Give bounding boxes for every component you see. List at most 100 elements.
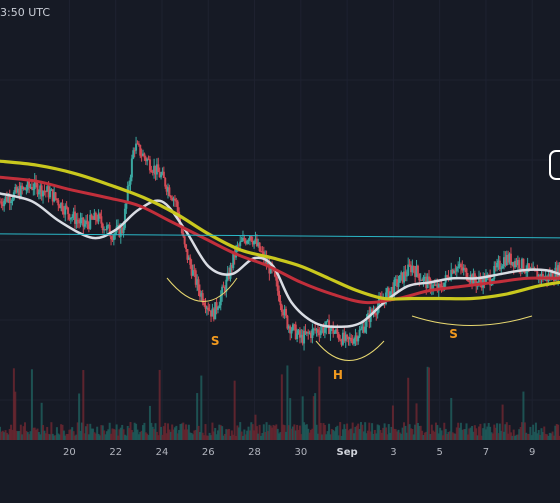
volume-bar — [73, 435, 76, 440]
candle-body — [98, 213, 101, 217]
candle-body — [142, 153, 145, 156]
candle-body — [439, 284, 442, 286]
volume-bar — [318, 366, 321, 440]
volume-bar — [261, 432, 264, 440]
candle-body — [112, 235, 115, 241]
volume-bar — [93, 432, 96, 440]
candle-body — [226, 272, 229, 280]
candle-body — [8, 196, 11, 204]
volume-bar — [300, 434, 303, 440]
volume-bar — [285, 431, 288, 440]
candle-body — [300, 334, 303, 338]
volume-bar — [32, 427, 35, 440]
volume-bar — [130, 430, 133, 440]
volume-bar — [185, 424, 188, 440]
candle-body — [443, 282, 446, 290]
candle-body — [248, 236, 251, 241]
candle-body — [523, 271, 526, 273]
volume-bar — [14, 391, 17, 440]
volume-bar — [236, 425, 239, 440]
candle-body — [497, 260, 500, 263]
candle-body — [203, 302, 206, 306]
volume-bar — [235, 435, 238, 440]
pattern-label: H — [333, 368, 343, 382]
candle-body — [308, 332, 311, 334]
volume-bar — [379, 430, 382, 440]
candle-body — [405, 275, 408, 277]
volume-bar — [471, 425, 474, 440]
volume-bar — [243, 429, 246, 440]
candle-body — [416, 265, 419, 274]
volume-bar — [368, 422, 371, 440]
candle-body — [218, 305, 221, 309]
volume-bar — [175, 425, 178, 440]
volume-bar — [518, 429, 521, 440]
volume-bar — [446, 433, 449, 440]
candle-body — [261, 251, 264, 253]
candle-body — [72, 211, 75, 217]
candle-body — [397, 282, 400, 287]
volume-bar — [405, 432, 408, 440]
volume-bar — [354, 426, 357, 440]
candle-body — [25, 189, 28, 191]
volume-bar — [462, 429, 465, 440]
volume-bar — [289, 398, 292, 440]
volume-bar — [534, 422, 537, 440]
candle-body — [525, 272, 528, 274]
volume-bar — [196, 393, 199, 440]
x-axis: 20 22 24 26 28 30 Sep 3 5 7 9 — [63, 447, 535, 458]
candle-body — [73, 211, 76, 224]
candle-body — [468, 280, 471, 282]
candle-body — [55, 198, 58, 201]
candle-body — [239, 241, 242, 246]
candle-body — [503, 257, 505, 267]
volume-bar — [110, 433, 113, 440]
volume-bar — [228, 428, 231, 440]
candle-body — [165, 186, 168, 192]
volume-bar — [533, 431, 536, 440]
volume-bar — [17, 431, 20, 440]
volume-bar — [472, 431, 475, 440]
candle-body — [394, 279, 397, 281]
price-badge — [549, 150, 560, 180]
candle-body — [257, 242, 260, 246]
volume-bar — [167, 423, 169, 440]
candle-body — [162, 171, 165, 178]
candle-body — [255, 238, 258, 246]
candle-body — [10, 201, 13, 204]
volume-bar — [276, 428, 279, 440]
candle-body — [421, 280, 424, 282]
volume-bar — [214, 428, 217, 440]
candle-body — [253, 240, 256, 245]
candle-body — [276, 280, 279, 291]
candle-body — [146, 159, 149, 162]
candle-body — [401, 272, 404, 283]
volume-bar — [114, 429, 117, 440]
volume-bar — [250, 422, 253, 440]
volume-bar — [305, 424, 308, 440]
candle-body — [167, 187, 169, 192]
candle-body — [216, 308, 219, 310]
pattern-arc — [411, 315, 533, 326]
volume-bar — [272, 424, 275, 440]
volume-bar — [311, 428, 314, 440]
volume-bar — [212, 431, 215, 440]
volume-bar — [96, 426, 99, 440]
volume-bar — [194, 429, 197, 440]
volume-bar — [376, 424, 379, 440]
candle-body — [389, 291, 392, 300]
candle-body — [351, 341, 354, 344]
candle-body — [522, 258, 525, 272]
candle-body — [92, 218, 95, 220]
candle-body — [211, 308, 214, 317]
volume-bar — [283, 425, 286, 440]
candle-body — [54, 192, 57, 199]
candle-body — [457, 266, 460, 268]
volume-bar — [57, 433, 60, 440]
volume-bar — [455, 427, 458, 440]
volume-bar — [82, 370, 85, 440]
candle-body — [43, 190, 46, 192]
candle-body — [479, 277, 482, 282]
volume-bar — [415, 403, 418, 440]
